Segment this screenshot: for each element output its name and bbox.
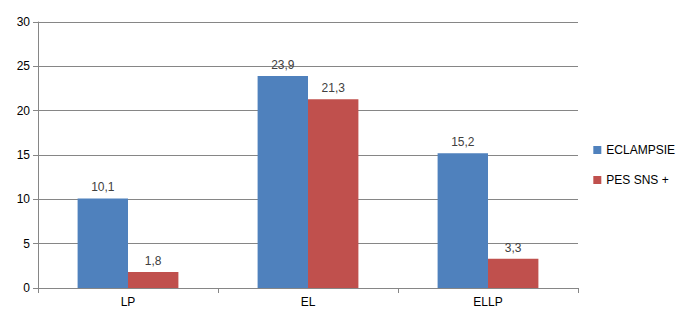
- svg-text:1,8: 1,8: [145, 254, 162, 268]
- svg-text:EL: EL: [301, 295, 316, 309]
- svg-text:15,2: 15,2: [451, 135, 475, 149]
- svg-text:25: 25: [17, 59, 31, 73]
- svg-text:10,1: 10,1: [91, 180, 115, 194]
- svg-text:ELLP: ELLP: [473, 295, 502, 309]
- svg-text:ECLAMPSIE: ECLAMPSIE: [606, 143, 675, 157]
- svg-text:20: 20: [17, 104, 31, 118]
- svg-text:0: 0: [23, 281, 30, 295]
- svg-text:10: 10: [17, 192, 31, 206]
- svg-text:23,9: 23,9: [271, 58, 295, 72]
- svg-text:3,3: 3,3: [505, 241, 522, 255]
- svg-text:PES SNS +: PES SNS +: [606, 173, 668, 187]
- svg-text:LP: LP: [121, 295, 136, 309]
- svg-text:5: 5: [23, 237, 30, 251]
- svg-text:15: 15: [17, 148, 31, 162]
- svg-text:30: 30: [17, 15, 31, 29]
- svg-text:21,3: 21,3: [322, 81, 346, 95]
